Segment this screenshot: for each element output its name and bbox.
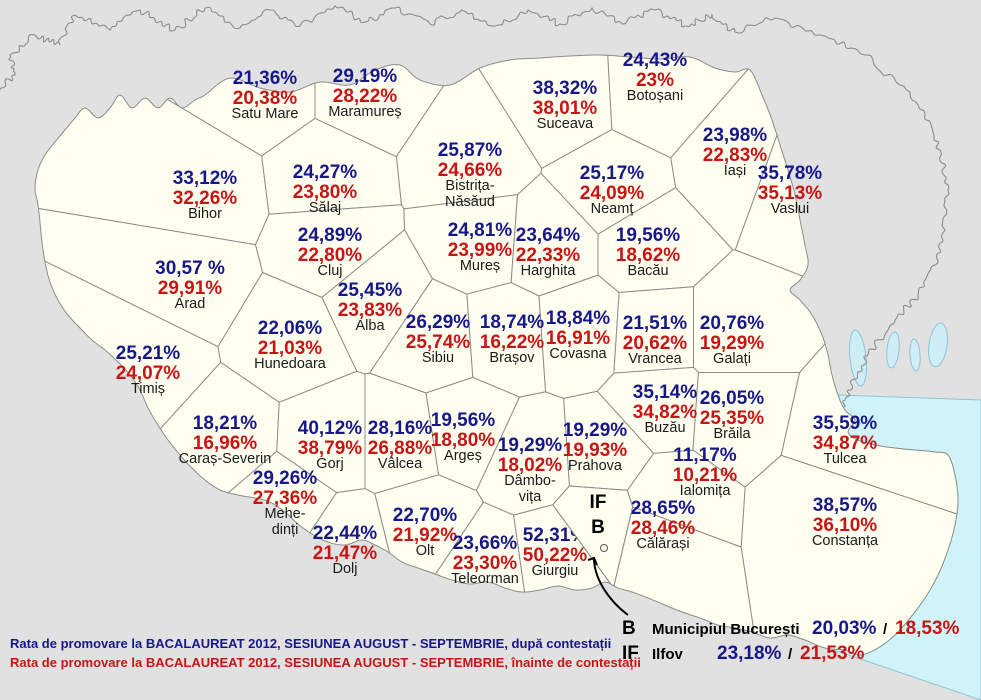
svg-text:25,21%: 25,21% — [116, 343, 181, 364]
svg-text:38,57%: 38,57% — [813, 495, 878, 516]
svg-text:Botoșani: Botoșani — [627, 88, 683, 104]
svg-text:19,29%: 19,29% — [563, 420, 628, 441]
svg-text:Galați: Galați — [713, 351, 751, 367]
svg-text:19,56%: 19,56% — [616, 225, 681, 246]
svg-text:IF: IF — [590, 492, 607, 513]
svg-text:Constanța: Constanța — [812, 533, 879, 549]
svg-text:22,06%: 22,06% — [258, 318, 323, 339]
svg-text:21,53%: 21,53% — [800, 643, 865, 664]
svg-text:11,17%: 11,17% — [673, 445, 736, 466]
svg-text:Neamț: Neamț — [591, 201, 634, 217]
svg-text:Suceava: Suceava — [537, 116, 594, 132]
svg-text:Dâmbo-: Dâmbo- — [504, 473, 556, 489]
svg-text:20,76%: 20,76% — [700, 313, 765, 334]
svg-text:25,17%: 25,17% — [580, 163, 645, 184]
svg-text:Călărași: Călărași — [636, 536, 689, 552]
svg-text:Argeș: Argeș — [444, 448, 482, 464]
svg-text:Hunedoara: Hunedoara — [254, 356, 327, 372]
svg-text:Covasna: Covasna — [549, 346, 607, 362]
svg-text:Timiș: Timiș — [131, 381, 165, 397]
svg-text:Prahova: Prahova — [568, 458, 623, 474]
svg-text:21,36%: 21,36% — [233, 68, 298, 89]
svg-text:24,89%: 24,89% — [298, 225, 363, 246]
svg-text:Giurgiu: Giurgiu — [532, 563, 579, 579]
svg-text:Rata de promovare la BACALAURE: Rata de promovare la BACALAUREAT 2012, S… — [10, 655, 641, 670]
svg-text:23,66%: 23,66% — [453, 533, 518, 554]
svg-text:23,18%: 23,18% — [717, 643, 782, 664]
svg-text:Năsăud: Năsăud — [445, 194, 495, 210]
svg-text:23,64%: 23,64% — [516, 225, 581, 246]
svg-text:29,19%: 29,19% — [333, 66, 398, 87]
svg-text:Sălaj: Sălaj — [309, 200, 341, 216]
svg-text:Vrancea: Vrancea — [628, 351, 682, 367]
svg-text:Tulcea: Tulcea — [824, 451, 868, 467]
svg-text:Brașov: Brașov — [489, 350, 535, 366]
svg-text:B: B — [591, 517, 605, 538]
svg-text:Teleorman: Teleorman — [451, 571, 519, 587]
svg-text:25,87%: 25,87% — [438, 140, 503, 161]
svg-text:19,29%: 19,29% — [498, 435, 563, 456]
svg-text:22,44%: 22,44% — [313, 523, 378, 544]
svg-text:21,51%: 21,51% — [623, 313, 688, 334]
svg-text:18,74%: 18,74% — [480, 312, 545, 333]
svg-text:28,65%: 28,65% — [631, 498, 696, 519]
svg-text:22,70%: 22,70% — [393, 505, 458, 526]
svg-text:Maramureș: Maramureș — [328, 104, 401, 120]
svg-text:23,98%: 23,98% — [703, 125, 768, 146]
svg-text:Arad: Arad — [175, 296, 206, 312]
svg-text:Bacău: Bacău — [627, 263, 668, 279]
svg-text:30,57 %: 30,57 % — [155, 258, 225, 279]
svg-text:B: B — [622, 618, 636, 639]
svg-text:Iași: Iași — [724, 163, 747, 179]
svg-text:Brăila: Brăila — [713, 426, 751, 442]
svg-text:20,03%: 20,03% — [812, 618, 877, 639]
svg-text:24,43%: 24,43% — [623, 50, 688, 71]
svg-text:Satu Mare: Satu Mare — [232, 106, 299, 122]
svg-text:19,56%: 19,56% — [431, 410, 496, 431]
svg-text:Rata de promovare la BACALAURE: Rata de promovare la BACALAUREAT 2012, S… — [10, 636, 611, 651]
svg-text:35,78%: 35,78% — [758, 163, 823, 184]
svg-text:Vâlcea: Vâlcea — [378, 456, 423, 472]
svg-text:Municipiul București: Municipiul București — [652, 621, 800, 638]
svg-text:35,59%: 35,59% — [813, 413, 878, 434]
svg-text:dinți: dinți — [272, 522, 299, 538]
svg-text:vița: vița — [519, 489, 543, 505]
svg-text:18,21%: 18,21% — [193, 413, 258, 434]
svg-text:24,27%: 24,27% — [293, 162, 358, 183]
svg-text:Mureș: Mureș — [460, 258, 500, 274]
svg-text:26,29%: 26,29% — [406, 312, 471, 333]
svg-text:Gorj: Gorj — [316, 456, 343, 472]
svg-text:33,12%: 33,12% — [173, 168, 238, 189]
svg-text:25,45%: 25,45% — [338, 280, 403, 301]
svg-text:Harghita: Harghita — [521, 263, 577, 279]
svg-text:18,84%: 18,84% — [546, 308, 611, 329]
svg-text:Olt: Olt — [416, 543, 435, 559]
svg-text:Ialomița: Ialomița — [680, 483, 732, 499]
svg-text:Caraș-Severin: Caraș-Severin — [179, 451, 272, 467]
svg-text:28,16%: 28,16% — [368, 418, 433, 439]
svg-text:29,26%: 29,26% — [253, 468, 318, 489]
svg-text:Alba: Alba — [355, 318, 385, 334]
svg-text:24,81%: 24,81% — [448, 220, 513, 241]
svg-text:40,12%: 40,12% — [298, 418, 363, 439]
svg-text:Vaslui: Vaslui — [771, 201, 809, 217]
svg-text:26,05%: 26,05% — [700, 388, 765, 409]
svg-text:Buzău: Buzău — [644, 420, 685, 436]
svg-text:Sibiu: Sibiu — [422, 350, 454, 366]
svg-text:Cluj: Cluj — [318, 263, 343, 279]
svg-text:Dolj: Dolj — [333, 561, 358, 577]
svg-text:Bihor: Bihor — [188, 206, 222, 222]
svg-text:18,53%: 18,53% — [895, 618, 960, 639]
svg-text:Bistrița-: Bistrița- — [445, 178, 494, 194]
svg-text:IF: IF — [622, 643, 639, 664]
svg-text:35,14%: 35,14% — [633, 382, 698, 403]
svg-text:Ilfov: Ilfov — [652, 646, 683, 663]
svg-text:Mehe-: Mehe- — [264, 506, 305, 522]
svg-text:38,32%: 38,32% — [533, 78, 598, 99]
